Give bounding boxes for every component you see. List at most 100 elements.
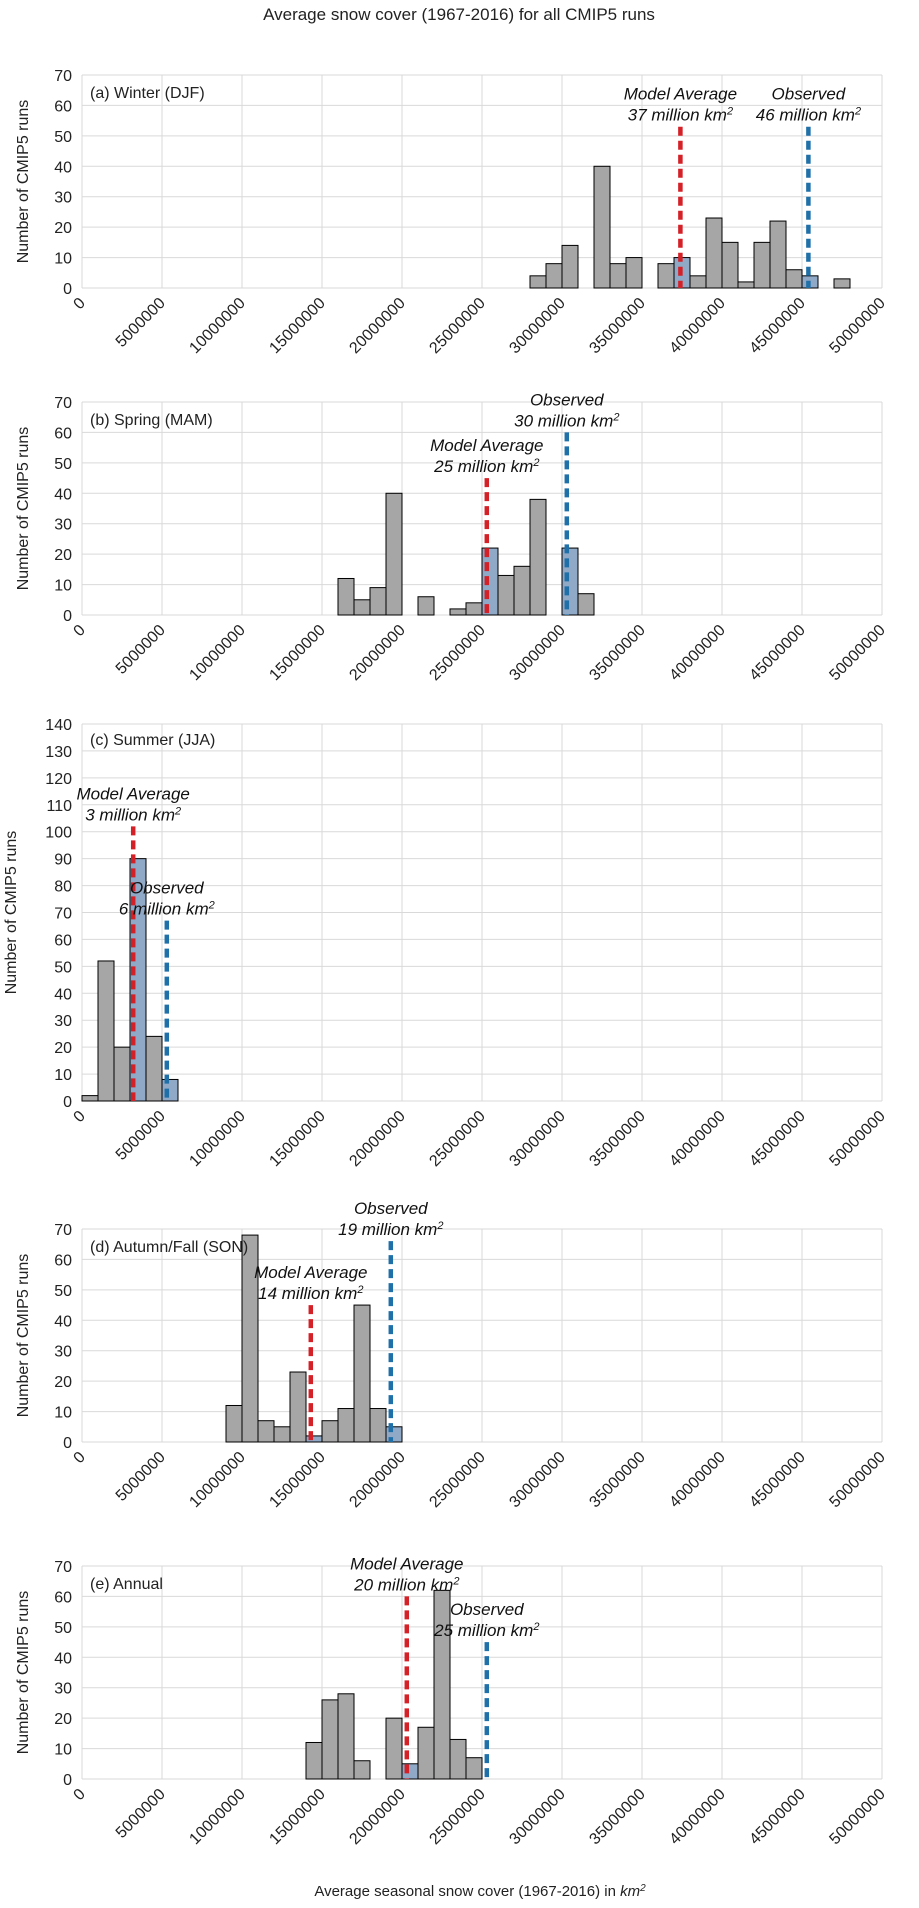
y-tick-label: 20 [54, 1040, 72, 1057]
histogram-bar [321, 1699, 339, 1780]
y-tick-label: 70 [54, 906, 72, 923]
y-axis-title: Number of CMIP5 runs [15, 427, 32, 591]
histogram-bar [561, 244, 579, 289]
y-axis-title: Number of CMIP5 runs [15, 1254, 32, 1418]
observed-value: 46 million km2 [756, 106, 861, 125]
histogram-bar [449, 1738, 467, 1780]
y-tick-label: 0 [63, 1772, 72, 1789]
histogram-bar [609, 263, 627, 289]
histogram-bar [337, 577, 355, 616]
subplot-label: (c) Summer (JJA) [90, 732, 215, 749]
histogram-bar [625, 257, 643, 289]
histogram-bar [289, 1371, 307, 1443]
y-tick-label: 130 [45, 744, 72, 761]
histogram-bar [833, 278, 851, 289]
y-tick-label: 70 [54, 68, 72, 85]
histogram-bar [273, 1426, 291, 1443]
y-tick-label: 60 [54, 425, 72, 442]
model-average-label: Model Average [430, 436, 543, 455]
y-axis-title: Number of CMIP5 runs [15, 100, 32, 264]
y-tick-label: 10 [54, 1067, 72, 1084]
y-axis-title: Number of CMIP5 runs [3, 831, 20, 995]
histogram-bar [97, 960, 115, 1102]
y-tick-label: 90 [54, 852, 72, 869]
y-tick-label: 50 [54, 1283, 72, 1300]
histogram-bar [449, 608, 467, 616]
y-tick-label: 10 [54, 578, 72, 595]
observed-value: 19 million km2 [338, 1220, 443, 1239]
y-tick-label: 80 [54, 879, 72, 896]
histogram-bar [513, 565, 531, 616]
y-tick-label: 110 [46, 798, 72, 815]
y-tick-label: 40 [54, 159, 72, 176]
histogram-bar [145, 1035, 163, 1102]
y-tick-label: 20 [54, 220, 72, 237]
y-tick-label: 70 [54, 395, 72, 412]
histogram-bar [737, 281, 755, 289]
histogram-bar [721, 241, 739, 289]
histogram-bar [353, 599, 371, 616]
y-tick-label: 40 [54, 986, 72, 1003]
observed-value: 30 million km2 [514, 411, 619, 430]
histogram-bar [497, 574, 515, 616]
histogram-bar [369, 587, 387, 616]
histogram-bar [577, 593, 595, 616]
subplot-label: (e) Annual [90, 1576, 163, 1593]
histogram-bar [465, 1757, 483, 1780]
histogram-bar [241, 1234, 259, 1443]
y-tick-label: 140 [45, 717, 72, 734]
histogram-bar [81, 1095, 99, 1102]
model-average-value: 20 million km2 [353, 1575, 459, 1594]
y-tick-label: 50 [54, 129, 72, 146]
observed-label: Observed [772, 85, 846, 104]
subplot-label: (d) Autumn/Fall (SON) [90, 1239, 248, 1256]
y-tick-label: 0 [63, 281, 72, 298]
y-tick-label: 40 [54, 486, 72, 503]
histogram-bar [417, 1726, 435, 1780]
y-tick-label: 10 [54, 251, 72, 268]
observed-label: Observed [130, 879, 204, 898]
y-tick-label: 100 [45, 825, 72, 842]
histogram-bar [385, 1717, 403, 1780]
y-tick-label: 70 [54, 1222, 72, 1239]
y-tick-label: 30 [54, 517, 72, 534]
model-average-label: Model Average [350, 1554, 463, 1573]
histogram-bar [417, 596, 435, 616]
y-tick-label: 0 [63, 608, 72, 625]
histogram-bar [113, 1046, 131, 1102]
y-tick-label: 30 [54, 1013, 72, 1030]
histogram-bar [257, 1420, 275, 1443]
y-tick-label: 0 [63, 1094, 72, 1111]
observed-label: Observed [354, 1199, 428, 1218]
histogram-bar [561, 547, 579, 616]
histogram-bar [305, 1741, 323, 1780]
histogram-bar [161, 1078, 179, 1102]
observed-label: Observed [450, 1600, 524, 1619]
model-average-value: 25 million km2 [433, 457, 539, 476]
figure-title: Average snow cover (1967-2016) for all C… [263, 5, 655, 24]
observed-value: 6 million km2 [119, 900, 215, 919]
y-tick-label: 50 [54, 1620, 72, 1637]
y-tick-label: 30 [54, 1681, 72, 1698]
model-average-value: 37 million km2 [628, 106, 733, 125]
histogram-bar [369, 1408, 387, 1443]
y-tick-label: 70 [54, 1559, 72, 1576]
histogram-bar [225, 1404, 243, 1443]
y-tick-label: 30 [54, 190, 72, 207]
histogram-bar [769, 220, 787, 289]
y-tick-label: 50 [54, 959, 72, 976]
histogram-bar [529, 498, 547, 616]
histogram-bar [481, 547, 499, 616]
y-tick-label: 60 [54, 1252, 72, 1269]
subplot-label: (a) Winter (DJF) [90, 85, 205, 102]
histogram-bar [337, 1408, 355, 1443]
histogram-bar [785, 269, 803, 289]
histogram-bar [401, 1763, 419, 1780]
histogram-bar [545, 263, 563, 289]
model-average-value: 3 million km2 [85, 805, 181, 824]
y-tick-label: 10 [54, 1405, 72, 1422]
y-tick-label: 0 [63, 1435, 72, 1452]
histogram-bar [465, 602, 483, 616]
